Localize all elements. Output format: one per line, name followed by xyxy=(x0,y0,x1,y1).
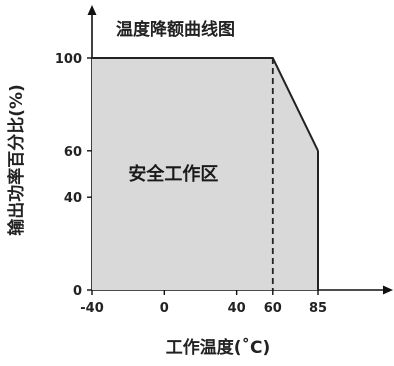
x-ticks: -40 0 40 60 85 xyxy=(80,290,327,316)
y-tick-label: 60 xyxy=(64,145,82,160)
chart-title: 温度降额曲线图 xyxy=(116,19,235,40)
y-axis-title: 输出功率百分比(%) xyxy=(6,84,27,236)
y-axis-arrow-icon xyxy=(87,5,97,15)
safe-area-label: 安全工作区 xyxy=(128,163,218,185)
y-tick-label: 100 xyxy=(55,52,82,67)
x-axis-title: 工作温度(˚C) xyxy=(166,336,271,358)
y-tick-label: 0 xyxy=(73,284,82,299)
safe-area-fill xyxy=(92,58,318,290)
x-tick-label: 0 xyxy=(160,301,169,316)
x-tick-label: 40 xyxy=(228,301,246,316)
x-tick-label: 60 xyxy=(264,301,282,316)
y-tick-label: 40 xyxy=(64,191,82,206)
x-axis-arrow-icon xyxy=(383,285,393,295)
y-ticks: 0 40 60 100 xyxy=(55,52,92,299)
x-tick-label: 85 xyxy=(309,301,327,316)
x-tick-label: -40 xyxy=(80,301,104,316)
